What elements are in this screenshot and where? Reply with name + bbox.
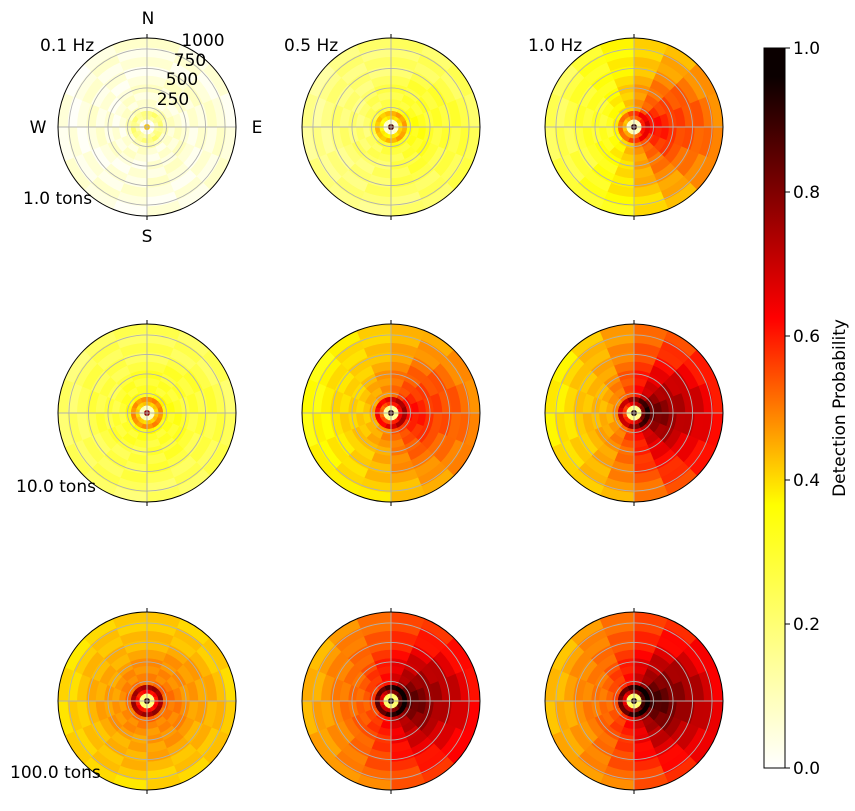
compass-east: E <box>252 118 263 138</box>
polar-panels <box>57 34 724 794</box>
frequency-label-1: 0.5 Hz <box>284 36 338 56</box>
colorbar-tick-label: 0.0 <box>793 759 820 779</box>
yield-label-0: 1.0 tons <box>23 189 92 209</box>
radial-tick-1000: 1000 <box>181 31 224 51</box>
frequency-label-0: 0.1 Hz <box>40 36 94 56</box>
radial-tick-250: 250 <box>157 90 189 110</box>
colorbar <box>763 47 786 769</box>
polar-panel-4 <box>301 320 481 506</box>
polar-panel-7 <box>301 608 481 794</box>
colorbar-tick-label: 0.8 <box>793 183 820 203</box>
colorbar-tick-label: 1.0 <box>793 39 820 59</box>
compass-south: S <box>142 227 153 247</box>
colorbar-tick-label: 0.6 <box>793 327 820 347</box>
compass-west: W <box>30 118 47 138</box>
yield-label-1: 10.0 tons <box>16 477 96 497</box>
polar-panel-3 <box>57 320 237 506</box>
radial-tick-500: 500 <box>166 70 198 90</box>
polar-panel-5 <box>544 320 724 506</box>
compass-north: N <box>142 9 155 29</box>
colorbar-tick-label: 0.2 <box>793 615 820 635</box>
polar-panel-6 <box>57 608 237 794</box>
frequency-label-2: 1.0 Hz <box>528 36 582 56</box>
polar-panel-2 <box>544 34 724 220</box>
polar-panel-1 <box>301 34 481 220</box>
polar-panel-0 <box>57 34 237 220</box>
colorbar-ticks: 0.0 0.2 0.4 0.6 0.8 1.0 <box>785 39 820 779</box>
colorbar-tick-label: 0.4 <box>793 471 820 491</box>
colorbar-label: Detection Probability <box>830 319 850 497</box>
polar-panel-8 <box>544 608 724 794</box>
yield-label-2: 100.0 tons <box>10 763 101 783</box>
radial-tick-750: 750 <box>174 51 206 71</box>
